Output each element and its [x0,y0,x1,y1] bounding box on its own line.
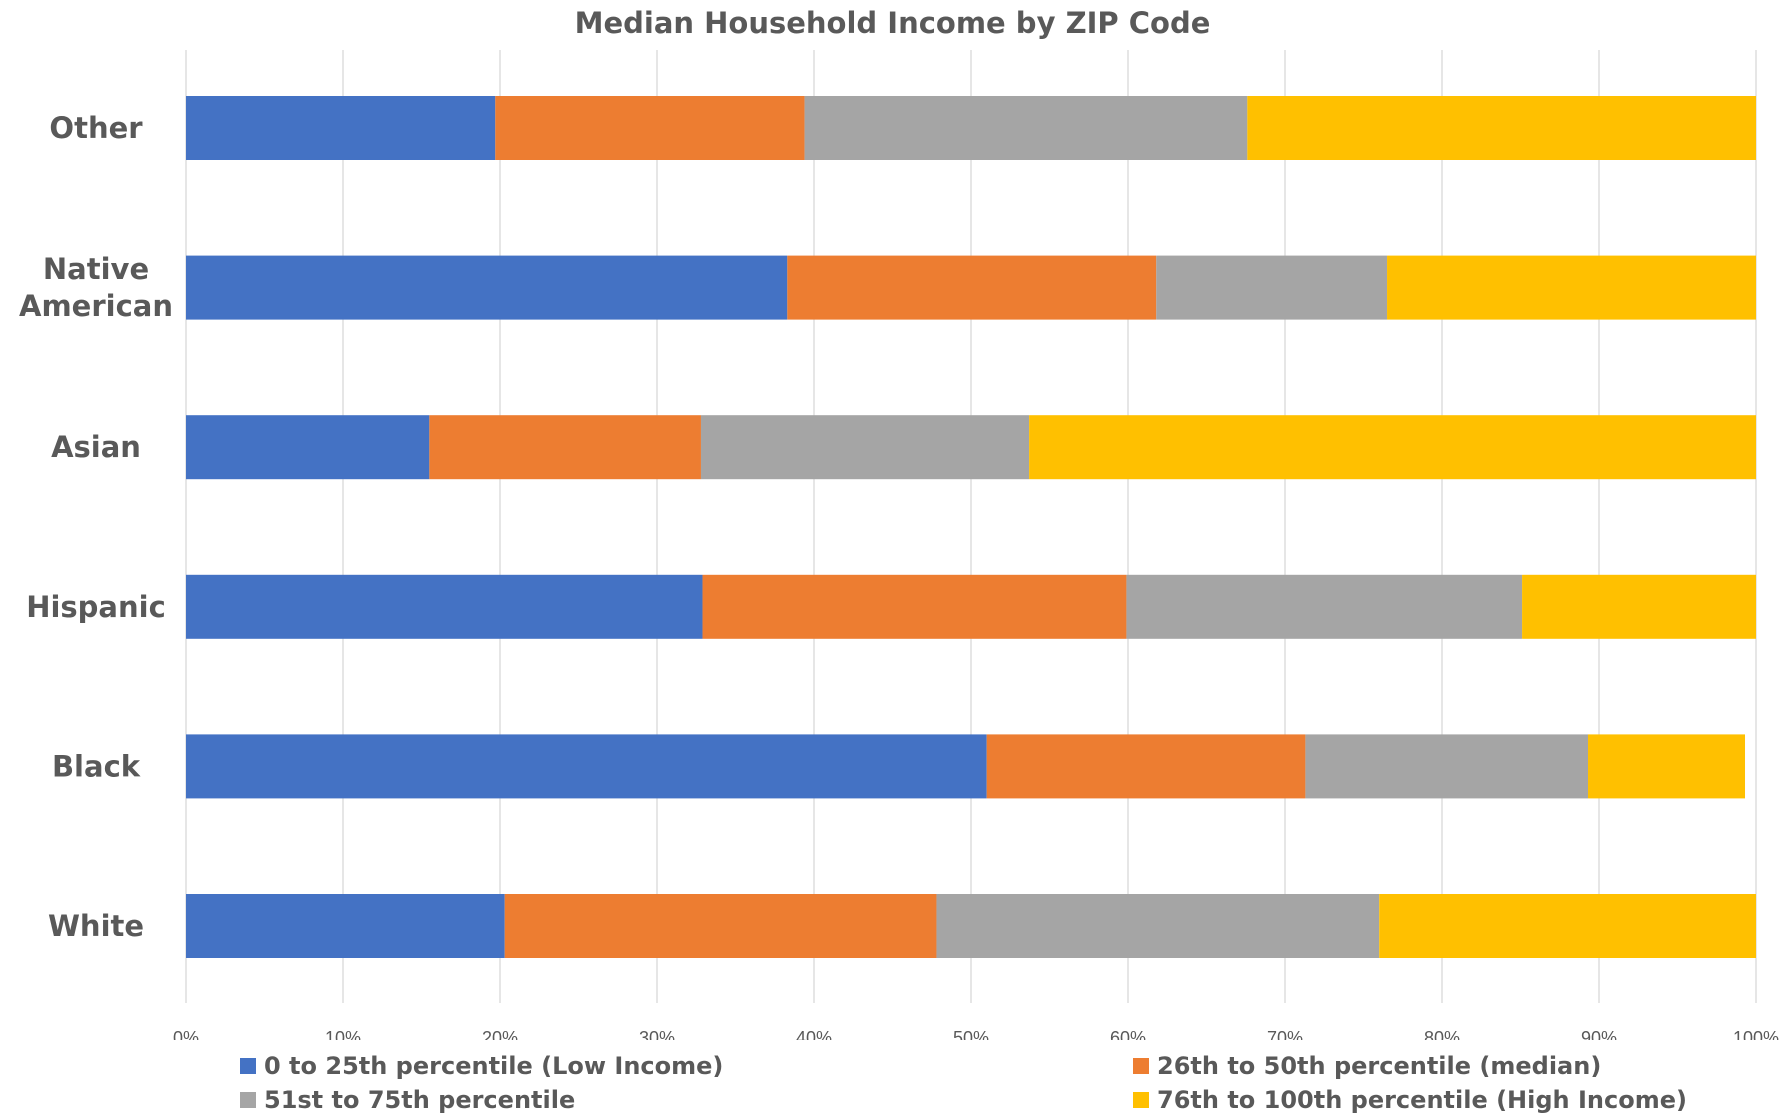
bar-segment [1029,415,1756,480]
legend-item: 0 to 25th percentile (Low Income) [240,1052,723,1080]
x-tick-label: 40% [796,1028,832,1040]
x-tick-label: 0% [173,1028,199,1040]
bar-segment [1305,734,1589,799]
x-tick-label: 50% [953,1028,989,1040]
legend-swatch [240,1058,256,1074]
x-tick-label: 20% [482,1028,518,1040]
bar-segment [1588,734,1746,799]
x-tick-label: 80% [1424,1028,1460,1040]
category-label: Other [49,111,143,145]
bar-segment [700,415,1030,480]
bar-segment [804,96,1248,160]
category-labels: Other Native American Asian Hispanic Black Whi… [19,111,173,943]
bar-segment [1522,574,1756,639]
bar-segment [936,894,1380,958]
x-tick-label: 90% [1581,1028,1617,1040]
category-label: Black [52,749,141,783]
bar-segment [1126,574,1523,639]
category-label: Asian [51,430,141,464]
category-label: White [48,909,144,943]
bar-segment [186,574,703,639]
bar-segment [787,255,1157,320]
legend-label: 51st to 75th percentile [264,1086,576,1114]
legend: 0 to 25th percentile (Low Income) 26th to… [0,1042,1785,1118]
tick-labels: 0% 10% 20% 30% 40% 50% 60% 70% 80% 90% 100% [173,1028,1779,1040]
bar-segment [702,574,1127,639]
x-tick-label: 70% [1267,1028,1303,1040]
bar-segment [186,96,496,160]
bar-segment [1247,96,1756,160]
chart-title: Median Household Income by ZIP Code [574,6,1211,40]
x-tick-label: 30% [639,1028,675,1040]
bar-segment [186,415,430,480]
legend-label: 0 to 25th percentile (Low Income) [264,1052,724,1080]
bars [186,96,1756,958]
legend-label: 26th to 50th percentile (median) [1157,1052,1602,1080]
x-tick-label: 100% [1733,1028,1779,1040]
bar-segment [1387,255,1756,320]
x-tick-label: 60% [1110,1028,1146,1040]
bar-segment [1156,255,1388,320]
bar-segment [186,255,788,320]
category-label: Native American [19,252,173,323]
legend-label: 76th to 100th percentile (High Income) [1157,1086,1687,1114]
bar-segment [186,894,505,958]
chart-plot: Other Native American Asian Hispanic Black Whi… [19,50,1779,1040]
bar-segment [504,894,937,958]
gridlines [185,50,1757,1003]
legend-swatch [240,1092,256,1108]
legend-swatch [1133,1058,1149,1074]
bar-segment [429,415,701,480]
bar-segment [986,734,1306,799]
legend-item: 26th to 50th percentile (median) [1133,1052,1601,1080]
bar-segment [1379,894,1756,958]
bar-segment [495,96,805,160]
x-tick-label: 10% [325,1028,361,1040]
legend-swatch [1133,1092,1149,1108]
bar-segment [186,734,987,799]
legend-item: 76th to 100th percentile (High Income) [1133,1086,1687,1114]
legend-item: 51st to 75th percentile [240,1086,575,1114]
category-label: Hispanic [26,590,166,624]
